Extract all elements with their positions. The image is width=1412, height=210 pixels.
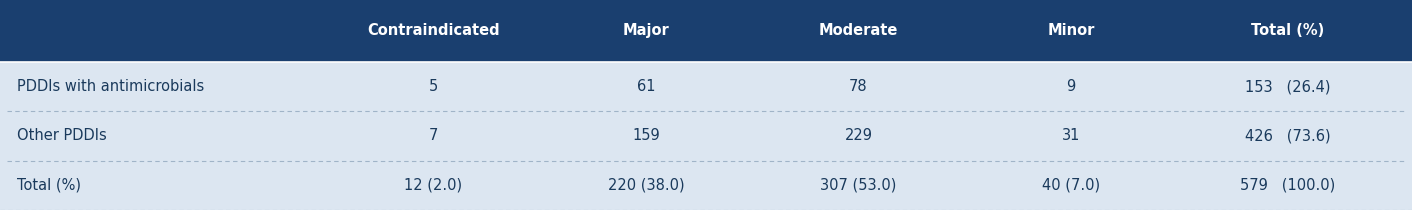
Text: 61: 61 bbox=[637, 79, 655, 94]
Text: 579   (100.0): 579 (100.0) bbox=[1240, 178, 1336, 193]
Bar bbox=[0, 111, 1412, 161]
Bar bbox=[0, 161, 1412, 210]
Text: 307 (53.0): 307 (53.0) bbox=[820, 178, 897, 193]
Text: 153   (26.4): 153 (26.4) bbox=[1245, 79, 1330, 94]
Text: 7: 7 bbox=[429, 129, 438, 143]
Text: 78: 78 bbox=[849, 79, 868, 94]
Bar bbox=[0, 0, 1412, 62]
Text: 229: 229 bbox=[844, 129, 873, 143]
Text: 12 (2.0): 12 (2.0) bbox=[404, 178, 463, 193]
Text: 220 (38.0): 220 (38.0) bbox=[607, 178, 685, 193]
Text: 31: 31 bbox=[1062, 129, 1080, 143]
Text: 426   (73.6): 426 (73.6) bbox=[1245, 129, 1330, 143]
Bar bbox=[0, 62, 1412, 111]
Text: Major: Major bbox=[623, 24, 669, 38]
Text: Total (%): Total (%) bbox=[17, 178, 80, 193]
Text: Total (%): Total (%) bbox=[1251, 24, 1324, 38]
Text: 9: 9 bbox=[1066, 79, 1076, 94]
Text: PDDIs with antimicrobials: PDDIs with antimicrobials bbox=[17, 79, 205, 94]
Text: Other PDDIs: Other PDDIs bbox=[17, 129, 107, 143]
Text: 5: 5 bbox=[429, 79, 438, 94]
Text: 40 (7.0): 40 (7.0) bbox=[1042, 178, 1100, 193]
Text: Moderate: Moderate bbox=[819, 24, 898, 38]
Text: 159: 159 bbox=[633, 129, 659, 143]
Text: Minor: Minor bbox=[1048, 24, 1094, 38]
Text: Contraindicated: Contraindicated bbox=[367, 24, 500, 38]
